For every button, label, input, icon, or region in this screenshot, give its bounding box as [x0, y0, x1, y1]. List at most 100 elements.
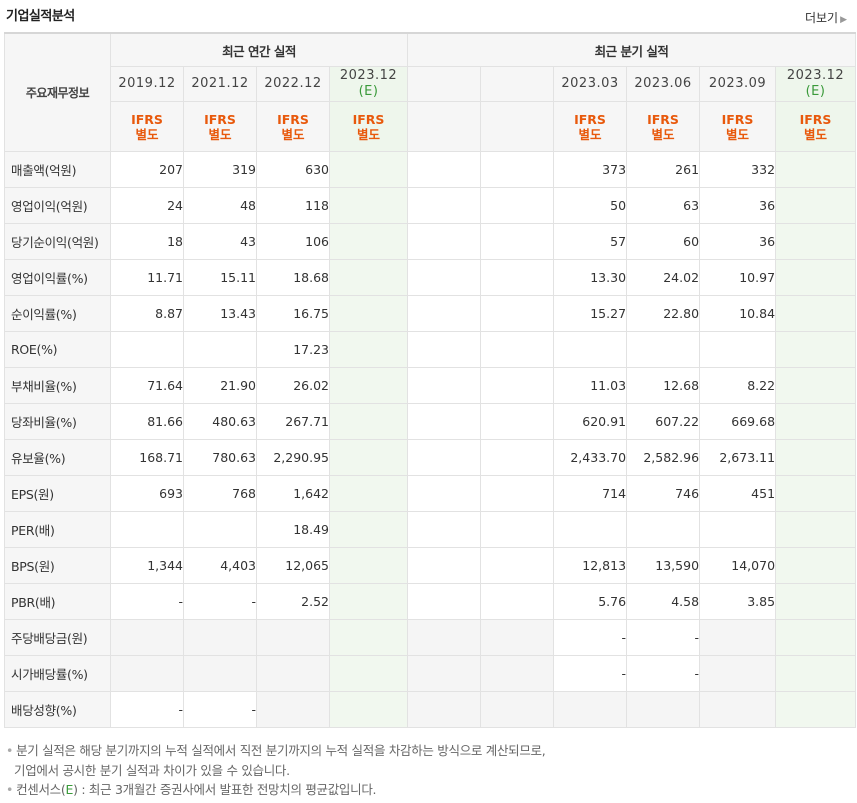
table-cell — [328, 547, 409, 584]
spacer-cell — [480, 187, 555, 224]
table-cell: 106 — [256, 223, 330, 260]
spacer-cell — [480, 619, 555, 656]
ifrs-label: IFRS — [131, 111, 163, 127]
table-cell: 11.03 — [553, 367, 628, 404]
footnote-text-1: 분기 실적은 해당 분기까지의 누적 실적에서 직전 분기까지의 누적 실적을 … — [16, 743, 546, 758]
table-cell: 10.84 — [699, 295, 777, 332]
separate-basis-label: 별도 — [135, 126, 159, 142]
row-label: BPS(원) — [4, 547, 111, 584]
table-cell — [328, 151, 409, 188]
row-label: ROE(%) — [4, 331, 111, 368]
more-link[interactable]: 더보기 ▶ — [805, 9, 847, 26]
footnote-2: • 컨센서스(E) : 최근 3개월간 증권사에서 발표한 전망치의 평균값입니다… — [6, 780, 545, 800]
table-cell: 780.63 — [183, 439, 257, 476]
table-cell — [183, 331, 257, 368]
table-cell: 22.80 — [626, 295, 701, 332]
spacer-cell — [407, 475, 482, 512]
table-cell: - — [183, 583, 257, 620]
annual-period-2-label: 2022.12 — [264, 76, 322, 91]
separate-basis-label: 별도 — [357, 126, 381, 142]
ifrs-header-row: IFRS 별도 IFRS 별도 IFRS 별도 IFRS 별도 IFRS 별도 IFRS 별도 IFRS… — [5, 101, 857, 152]
table-row: 시가배당률(%) - - — [4, 655, 857, 692]
estimate-marker: (E) — [358, 84, 379, 99]
table-cell — [256, 691, 330, 728]
table-cell — [775, 295, 857, 332]
spacer-cell — [407, 691, 482, 728]
row-header-label: 주요재무정보 — [4, 32, 111, 152]
table-cell: 714 — [553, 475, 628, 512]
annual-ifrs-3: IFRS 별도 — [328, 101, 409, 152]
table-cell — [328, 295, 409, 332]
row-label: 배당성향(%) — [4, 691, 111, 728]
table-cell: - — [110, 583, 184, 620]
table-row: 당기순이익(억원) 18 43 106 57 60 36 — [4, 223, 857, 260]
ifrs-label: IFRS — [721, 111, 754, 127]
spacer-cell — [407, 367, 482, 404]
estimate-marker: (E) — [805, 84, 826, 99]
quarter-period-1: 2023.06 — [626, 66, 701, 102]
table-cell: 1,642 — [256, 475, 330, 512]
table-cell: 15.27 — [553, 295, 628, 332]
table-cell: 24.02 — [626, 259, 701, 296]
spacer-cell — [407, 331, 482, 368]
table-cell — [328, 331, 409, 368]
ifrs-label: IFRS — [574, 111, 606, 127]
row-label: 영업이익률(%) — [4, 259, 111, 296]
table-cell: 18 — [110, 223, 184, 260]
table-cell — [328, 655, 409, 692]
table-row: EPS(원) 693 768 1,642 714 746 451 — [4, 475, 857, 512]
spacer-period-b — [480, 66, 555, 102]
table-cell — [110, 511, 184, 548]
table-cell — [183, 511, 257, 548]
ifrs-label: IFRS — [204, 111, 236, 127]
table-cell — [256, 619, 330, 656]
table-cell: - — [626, 619, 701, 656]
table-row: 부채비율(%) 71.64 21.90 26.02 11.03 12.68 8.22 — [4, 367, 857, 404]
table-cell — [256, 655, 330, 692]
table-cell: - — [553, 655, 628, 692]
table-cell — [328, 475, 409, 512]
table-cell: 451 — [699, 475, 777, 512]
row-label: 시가배당률(%) — [4, 655, 111, 692]
section-header: 기업실적분석 더보기 ▶ — [0, 0, 857, 32]
table-cell — [183, 619, 257, 656]
table-cell: 693 — [110, 475, 184, 512]
table-cell — [699, 691, 777, 728]
table-cell — [328, 439, 409, 476]
table-cell — [775, 655, 857, 692]
quarter-period-3: 2023.12 (E) — [775, 66, 857, 102]
table-cell: 43 — [183, 223, 257, 260]
table-cell: 13,590 — [626, 547, 701, 584]
bullet-icon: • — [6, 743, 14, 758]
footnote-text-3b: ) : 최근 3개월간 증권사에서 발표한 전망치의 평균값입니다. — [73, 782, 377, 797]
spacer-cell — [480, 151, 555, 188]
table-cell: 12.68 — [626, 367, 701, 404]
table-row: PBR(배) - -2.52 5.76 4.58 3.85 — [4, 583, 857, 620]
spacer-cell — [480, 367, 555, 404]
table-cell: 118 — [256, 187, 330, 224]
annual-ifrs-2: IFRS 별도 — [256, 101, 330, 152]
spacer-cell — [407, 151, 482, 188]
spacer-cell — [407, 547, 482, 584]
table-cell: 3.85 — [699, 583, 777, 620]
spacer-cell — [480, 511, 555, 548]
spacer-ifrs-a — [407, 101, 482, 152]
table-row: 영업이익(억원) 24 48 118 50 63 36 — [4, 187, 857, 224]
table-cell: 1,344 — [110, 547, 184, 584]
annual-period-3-label: 2023.12 — [339, 68, 398, 83]
table-cell: - — [183, 691, 257, 728]
row-label: 주당배당금(원) — [4, 619, 111, 656]
table-row: 영업이익률(%) 11.71 15.11 18.68 13.30 24.02 10.97 — [4, 259, 857, 296]
row-label: EPS(원) — [4, 475, 111, 512]
table-cell: 168.71 — [110, 439, 184, 476]
table-cell: 607.22 — [626, 403, 701, 440]
footnote-text-3a: 컨센서스( — [16, 782, 66, 797]
footnote-1-cont: 기업에서 공시한 분기 실적과 차이가 있을 수 있습니다. — [6, 761, 545, 781]
table-cell: 71.64 — [110, 367, 184, 404]
table-cell: 10.97 — [699, 259, 777, 296]
table-cell — [775, 223, 857, 260]
table-cell — [328, 583, 409, 620]
table-cell: 12,813 — [553, 547, 628, 584]
spacer-cell — [480, 331, 555, 368]
table-cell: 4,403 — [183, 547, 257, 584]
